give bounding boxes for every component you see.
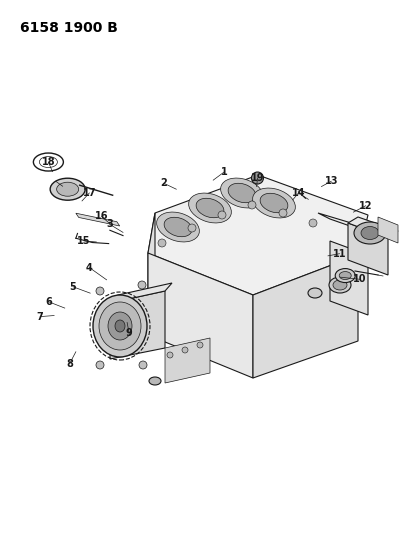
Circle shape xyxy=(308,219,316,227)
Polygon shape xyxy=(110,283,172,303)
Circle shape xyxy=(188,224,196,232)
Text: 15: 15 xyxy=(77,236,90,246)
Ellipse shape xyxy=(115,320,125,332)
Text: 10: 10 xyxy=(353,274,366,284)
Text: 2: 2 xyxy=(160,179,167,188)
Polygon shape xyxy=(329,241,367,315)
Text: 7: 7 xyxy=(37,312,43,321)
Circle shape xyxy=(278,209,286,217)
Text: 6: 6 xyxy=(45,297,52,306)
Ellipse shape xyxy=(332,280,346,290)
Ellipse shape xyxy=(259,193,287,213)
Circle shape xyxy=(218,211,225,219)
Circle shape xyxy=(182,347,188,353)
Ellipse shape xyxy=(93,295,147,357)
Ellipse shape xyxy=(156,212,199,242)
Ellipse shape xyxy=(252,188,294,218)
Text: 11: 11 xyxy=(332,249,345,259)
Text: 1: 1 xyxy=(221,167,227,176)
Text: 3: 3 xyxy=(106,220,113,229)
Circle shape xyxy=(196,342,202,348)
Circle shape xyxy=(157,239,166,247)
Circle shape xyxy=(166,352,173,358)
Polygon shape xyxy=(252,255,357,378)
Circle shape xyxy=(139,361,147,369)
Ellipse shape xyxy=(148,377,161,385)
Polygon shape xyxy=(148,213,155,338)
Text: 8: 8 xyxy=(66,359,73,368)
Ellipse shape xyxy=(196,198,223,217)
Text: 18: 18 xyxy=(41,157,55,167)
Ellipse shape xyxy=(338,271,351,280)
Ellipse shape xyxy=(353,222,385,244)
Text: 17: 17 xyxy=(83,188,96,198)
Ellipse shape xyxy=(227,183,255,203)
Circle shape xyxy=(251,172,263,184)
Ellipse shape xyxy=(335,269,354,282)
Ellipse shape xyxy=(99,302,141,350)
Polygon shape xyxy=(76,213,119,226)
Text: 5: 5 xyxy=(70,282,76,292)
Polygon shape xyxy=(377,217,397,243)
Polygon shape xyxy=(317,213,369,233)
Circle shape xyxy=(138,281,146,289)
Polygon shape xyxy=(110,291,164,359)
Ellipse shape xyxy=(307,288,321,298)
Ellipse shape xyxy=(164,217,191,237)
Circle shape xyxy=(247,201,255,209)
Text: 9: 9 xyxy=(126,328,132,338)
Polygon shape xyxy=(347,223,387,275)
Ellipse shape xyxy=(50,178,85,200)
Ellipse shape xyxy=(188,193,231,223)
Polygon shape xyxy=(164,338,209,383)
Text: 16: 16 xyxy=(95,212,108,221)
Text: 12: 12 xyxy=(358,201,371,211)
Circle shape xyxy=(96,361,104,369)
Text: 13: 13 xyxy=(324,176,337,186)
Circle shape xyxy=(96,287,104,295)
Polygon shape xyxy=(347,217,397,238)
Ellipse shape xyxy=(360,227,378,239)
Text: 4: 4 xyxy=(86,263,92,272)
Ellipse shape xyxy=(328,277,350,293)
Polygon shape xyxy=(148,175,367,295)
Ellipse shape xyxy=(56,182,79,196)
Text: 14: 14 xyxy=(291,188,304,198)
Ellipse shape xyxy=(220,178,263,208)
Polygon shape xyxy=(148,253,252,378)
Text: 19: 19 xyxy=(250,173,263,183)
Ellipse shape xyxy=(108,312,132,340)
Text: 6158 1900 B: 6158 1900 B xyxy=(20,21,118,35)
